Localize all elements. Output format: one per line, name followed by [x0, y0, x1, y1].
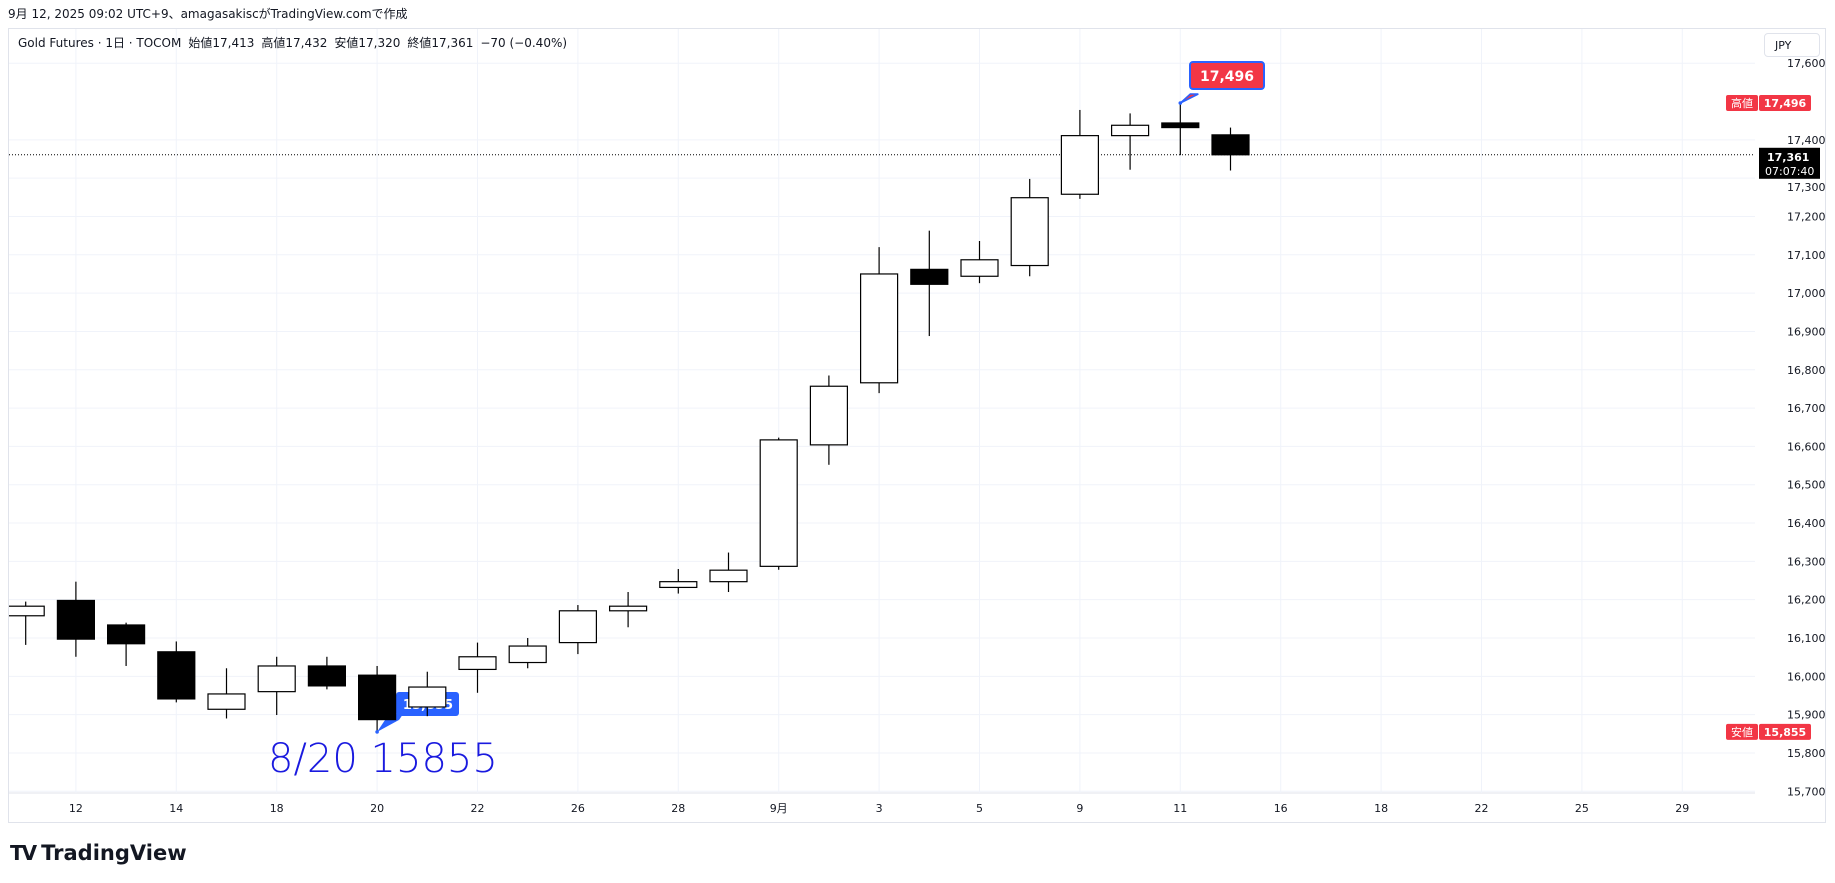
high-bubble-pointer [1179, 93, 1199, 104]
low-tag-box [1726, 723, 1758, 740]
time-tick-label: 12 [69, 802, 83, 815]
time-tick-label: 18 [270, 802, 284, 815]
low-bubble-pointer [377, 713, 404, 732]
time-tick-label: 26 [571, 802, 585, 815]
price-tick-label: 16,500 [1787, 479, 1826, 492]
candle-up[interactable] [207, 693, 246, 710]
candles [7, 103, 1250, 732]
low-value-label: 15,855 [1764, 726, 1806, 739]
low-annotation-text: 8/20 15855 [268, 736, 498, 782]
candle-up[interactable] [1060, 135, 1100, 195]
candle-up[interactable] [709, 569, 748, 583]
candle-down[interactable] [56, 599, 96, 640]
candle-up[interactable] [1010, 197, 1049, 267]
candle-up[interactable] [7, 605, 45, 617]
candle-up[interactable] [859, 273, 899, 384]
high-tag-label: 高値 [1731, 96, 1753, 110]
price-tick-label: 16,700 [1787, 402, 1826, 415]
price-tick-label: 17,100 [1787, 249, 1826, 262]
candle-down[interactable] [1161, 122, 1200, 129]
tradingview-logo[interactable]: 𝗧𝗩 TradingView [10, 841, 187, 865]
legend-low: 安値17,320 [334, 36, 401, 50]
legend-close: 終値17,361 [407, 36, 474, 50]
low-tag-label: 安値 [1731, 725, 1753, 739]
candle-down[interactable] [910, 268, 949, 285]
chart-caption: 9月 12, 2025 09:02 UTC+9、amagasakiscがTrad… [8, 7, 408, 21]
high-tag-box [1726, 95, 1758, 112]
tradingview-logo-icon: 𝗧𝗩 [10, 841, 37, 865]
candle-down[interactable] [157, 651, 196, 700]
legend-open: 始値17,413 [188, 36, 255, 50]
price-tick-label: 16,400 [1787, 517, 1826, 530]
high-bubble-label: 17,496 [1200, 69, 1254, 85]
legend-change: −70 (−0.40%) [480, 36, 568, 50]
candle-up[interactable] [458, 656, 497, 671]
candle-down[interactable] [106, 624, 146, 645]
candle-up[interactable] [608, 605, 648, 612]
candle-down[interactable] [307, 665, 346, 687]
countdown-label: 07:07:40 [1765, 165, 1814, 178]
candle-up[interactable] [558, 610, 598, 644]
time-tick-label: 22 [471, 802, 485, 815]
price-tick-label: 17,600 [1787, 57, 1826, 70]
high-point-dot [1178, 101, 1183, 105]
time-tick-label: 18 [1374, 802, 1388, 815]
time-tick-label: 5 [976, 802, 983, 815]
time-tick-label: 3 [876, 802, 883, 815]
symbol-legend: Gold Futures · 1日 · TOCOM 始値17,413 高値17,43… [18, 34, 574, 51]
low-point-dot [375, 730, 379, 734]
high-value-label: 17,496 [1764, 97, 1807, 110]
price-tick-label: 17,300 [1787, 181, 1826, 194]
last-price-label: 17,361 [1767, 151, 1809, 164]
legend-symbol[interactable]: Gold Futures · 1日 · TOCOM [18, 36, 182, 50]
price-tick-label: 16,000 [1787, 670, 1826, 683]
price-tick-label: 15,700 [1787, 785, 1826, 798]
legend-high: 高値17,432 [261, 36, 328, 50]
candle-up[interactable] [508, 645, 547, 664]
time-tick-label: 25 [1575, 802, 1589, 815]
candle-up[interactable] [408, 686, 447, 708]
time-tick-label: 28 [671, 802, 685, 815]
candle-down[interactable] [358, 674, 397, 721]
price-tick-label: 15,900 [1787, 709, 1826, 722]
candle-up[interactable] [809, 385, 849, 446]
price-tick-label: 16,800 [1787, 364, 1826, 377]
time-tick-label: 9 [1076, 802, 1083, 815]
price-tick-label: 17,400 [1787, 134, 1826, 147]
last-price-tag [1759, 147, 1820, 179]
candle-up[interactable] [659, 581, 698, 589]
candle-down[interactable] [1211, 134, 1250, 156]
time-tick-label: 11 [1173, 802, 1187, 815]
logo-text: TradingView [41, 841, 187, 865]
price-tick-label: 16,300 [1787, 555, 1826, 568]
currency-button[interactable]: JPY [1764, 33, 1820, 57]
low-value-box [1759, 723, 1811, 740]
time-tick-label: 16 [1274, 802, 1288, 815]
price-tick-label: 16,600 [1787, 440, 1826, 453]
candle-up[interactable] [1110, 124, 1150, 137]
price-tick-label: 15,800 [1787, 747, 1826, 760]
price-tick-label: 16,900 [1787, 325, 1826, 338]
time-tick-label: 9月 [770, 802, 788, 815]
price-tick-label: 16,100 [1787, 632, 1826, 645]
candle-up[interactable] [759, 439, 798, 567]
candle-up[interactable] [960, 259, 999, 277]
candle-up[interactable] [257, 665, 296, 693]
chart-frame [8, 28, 1826, 823]
time-tick-label: 29 [1675, 802, 1689, 815]
high-price-bubble [1189, 61, 1265, 90]
time-tick-label: 14 [169, 802, 183, 815]
time-tick-label: 20 [370, 802, 384, 815]
time-tick-label: 22 [1475, 802, 1489, 815]
price-tick-label: 17,000 [1787, 287, 1826, 300]
price-tick-label: 17,200 [1787, 210, 1826, 223]
price-tick-label: 16,200 [1787, 594, 1826, 607]
high-value-box [1759, 95, 1811, 112]
